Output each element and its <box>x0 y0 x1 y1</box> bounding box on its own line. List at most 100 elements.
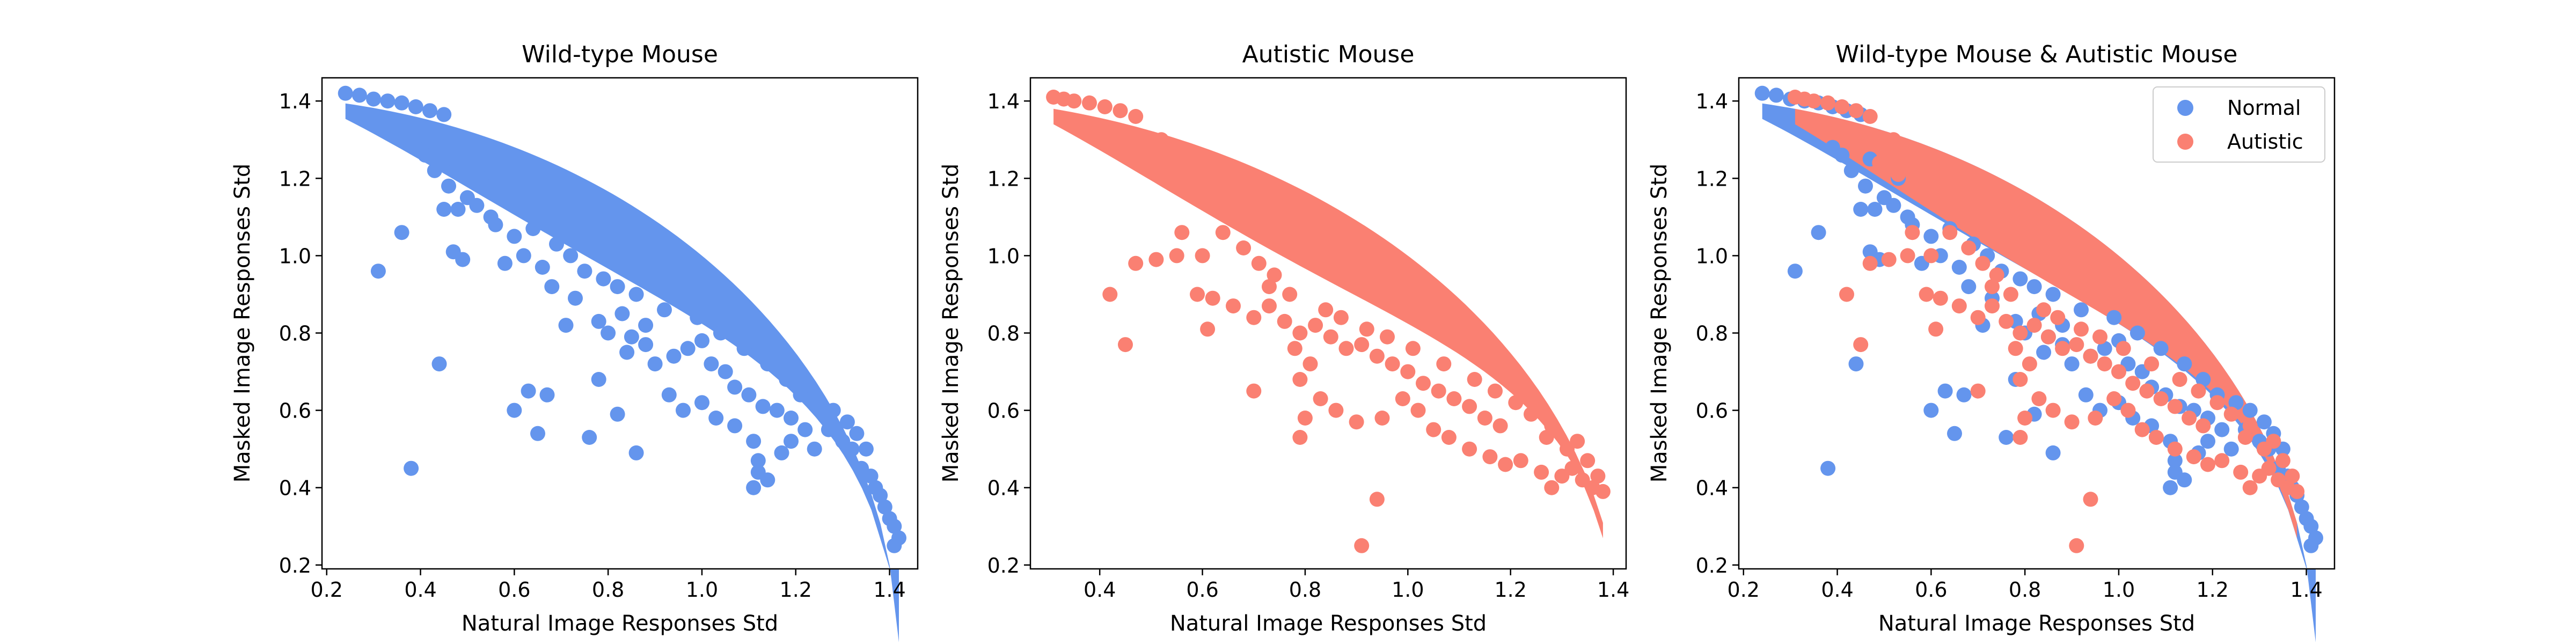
scatter-point <box>2050 310 2066 325</box>
scatter-point <box>1867 202 1883 217</box>
scatter-point <box>1241 194 1256 209</box>
scatter-point <box>807 441 822 457</box>
scatter-point <box>1919 287 1934 302</box>
scatter-point <box>1961 279 1977 295</box>
scatter-point <box>2256 414 2272 430</box>
scatter-point <box>1820 460 1836 476</box>
scatter-point <box>1768 87 1784 103</box>
plot-frame <box>1029 77 1627 570</box>
scatter-point <box>352 87 367 103</box>
scatter-point <box>755 399 771 414</box>
scatter-point <box>1534 464 1549 480</box>
scatter-point <box>1441 430 1457 445</box>
chart-title: Autistic Mouse <box>1242 41 1415 68</box>
scatter-point <box>1488 383 1503 399</box>
y-tick-label: 0.4 <box>1696 477 1728 500</box>
scatter-point <box>2223 406 2239 422</box>
scatter-point <box>2031 391 2047 406</box>
scatter-point <box>568 290 583 306</box>
scatter-point <box>657 302 672 318</box>
scatter-point <box>1858 178 1873 194</box>
x-tick-label: 1.4 <box>873 578 905 602</box>
scatter-point <box>1462 399 1477 414</box>
scatter-point <box>2196 418 2211 434</box>
scatter-point <box>1482 449 1498 465</box>
scatter-point <box>610 406 625 422</box>
scatter-point <box>784 434 799 449</box>
scatter-point <box>628 445 644 460</box>
scatter-point <box>1308 318 1323 333</box>
scatter-point <box>535 260 550 275</box>
scatter-point <box>1405 341 1421 356</box>
scatter-point <box>1900 140 1915 155</box>
scatter-point <box>404 460 419 476</box>
scatter-point <box>1128 109 1144 124</box>
y-tick-label: 1.0 <box>1696 244 1728 268</box>
scatter-point <box>1354 538 1370 553</box>
scatter-point <box>2129 325 2145 341</box>
scatter-point <box>507 229 522 244</box>
scatter-point <box>1292 372 1308 387</box>
plot-frame <box>1738 77 2336 570</box>
scatter-point <box>793 387 808 402</box>
scatter-point <box>1195 248 1210 264</box>
scatter-point <box>858 441 874 457</box>
scatter-point <box>1215 225 1231 240</box>
x-tick-label: 0.8 <box>1289 578 1321 602</box>
scatter-point <box>1374 411 1390 426</box>
scatter-point <box>1951 206 1967 221</box>
x-tick-label: 0.4 <box>404 578 436 602</box>
x-tick-label: 1.4 <box>1597 578 1629 602</box>
scatter-point <box>582 430 597 445</box>
scatter-point <box>1369 492 1385 507</box>
y-tick-label: 0.6 <box>279 399 311 423</box>
y-axis-label: Masked Image Responses Std <box>939 164 963 482</box>
scatter-point <box>1323 329 1338 345</box>
x-tick-label: 0.8 <box>2009 578 2041 602</box>
chart-title: Wild-type Mouse <box>522 41 718 68</box>
scatter-point <box>2303 518 2319 534</box>
x-tick-label: 1.0 <box>686 578 718 602</box>
scatter-point <box>1359 321 1374 337</box>
scatter-point <box>746 434 762 449</box>
scatter-point <box>2196 372 2211 387</box>
scatter-point <box>1467 372 1482 387</box>
scatter-point <box>708 411 724 426</box>
scatter-point <box>1909 171 1925 186</box>
scatter-point <box>1985 298 2000 314</box>
scatter-point <box>1190 186 1205 202</box>
scatter-point <box>422 103 437 119</box>
axis-ticks: 0.2 0.4 0.6 0.8 1.0 1.2 1.4 0.2 0.4 0.6 0.8 1.0 1.2 1… <box>279 90 906 602</box>
scatter-point <box>474 171 489 186</box>
scatter-point <box>2125 376 2141 391</box>
scatter-point <box>1933 290 1948 306</box>
scatter-point <box>614 306 630 321</box>
x-tick-label: 1.2 <box>2197 578 2229 602</box>
scatter-point <box>2303 538 2319 553</box>
scatter-point <box>2045 287 2061 302</box>
scatter-point <box>436 202 452 217</box>
scatter-point <box>2200 434 2215 449</box>
scatter-point <box>1385 356 1400 372</box>
scatter-point <box>1246 310 1262 325</box>
scatter-point <box>2275 453 2290 469</box>
scatter-point <box>459 190 475 206</box>
scatter-point <box>2036 345 2052 360</box>
scatter-point <box>1287 341 1302 356</box>
y-tick-label: 0.2 <box>1696 554 1728 577</box>
scatter-point <box>1919 186 1934 202</box>
scatter-point <box>1876 190 1892 206</box>
scatter-point <box>1462 441 1477 457</box>
scatter-point <box>2012 271 2028 287</box>
x-tick-label: 1.0 <box>1392 578 1424 602</box>
scatter-point <box>1595 484 1611 499</box>
scatter-point <box>2191 383 2206 399</box>
x-tick-label: 0.4 <box>1821 578 1853 602</box>
scatter-point <box>1928 321 1944 337</box>
scatter-point <box>741 387 757 402</box>
y-tick-label: 1.4 <box>1696 90 1728 113</box>
y-tick-label: 0.2 <box>279 554 311 577</box>
scatter-point <box>2064 414 2080 430</box>
scatter-point <box>2223 441 2239 457</box>
scatter-point <box>1544 418 1560 434</box>
